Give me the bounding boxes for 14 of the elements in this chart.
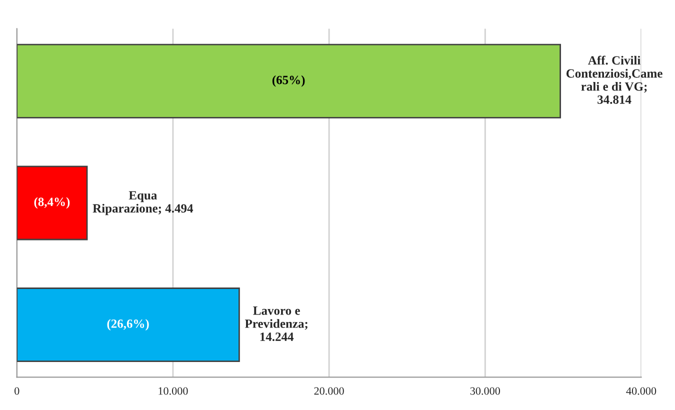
annotation: (26,6%): [107, 319, 149, 330]
x-tick-label: 20.000: [314, 387, 344, 395]
x-tick-label: 0: [14, 387, 20, 395]
data-label: Aff. Civili Contenziosi,Came rali e di VG; 34.814: [566, 56, 662, 104]
data-label: Lavoro e Previdenza; 14.244: [244, 306, 308, 342]
x-tick-label: 30.000: [470, 387, 500, 395]
bar: [16, 166, 88, 240]
bar: [16, 44, 561, 118]
data-label: Equa Riparazione; 4.494: [92, 191, 194, 216]
x-tick-label: 10.000: [158, 387, 188, 395]
x-tick-label: 40.000: [626, 387, 656, 395]
annotation: (8,4%): [34, 197, 70, 209]
annotation: (65%): [272, 75, 305, 87]
bar: [16, 288, 240, 362]
